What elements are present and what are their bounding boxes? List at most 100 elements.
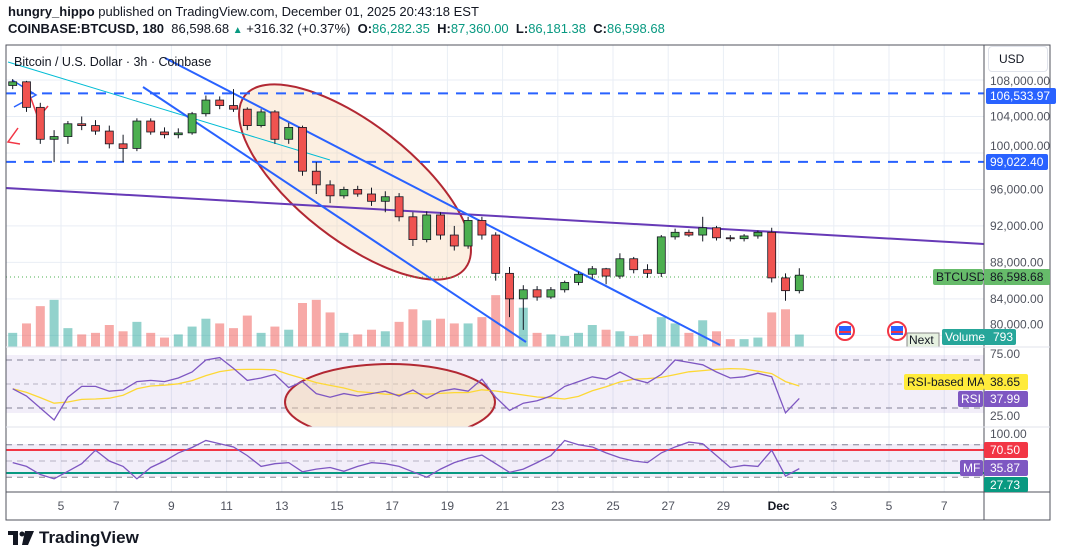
candle bbox=[35, 102, 45, 144]
mf-axis-top: 100.00 bbox=[990, 427, 1027, 441]
mf-overbought-value: 70.50 bbox=[990, 443, 1020, 457]
volume-bar bbox=[104, 325, 114, 347]
trendline-cyan[interactable] bbox=[7, 61, 331, 161]
candle bbox=[104, 125, 114, 149]
level-low-value: 99,022.40 bbox=[990, 155, 1044, 169]
candle-body bbox=[532, 289, 542, 298]
up-triangle-icon: ▲ bbox=[232, 25, 243, 36]
close-value: 86,598.68 bbox=[606, 21, 665, 36]
rsi-pane[interactable] bbox=[12, 356, 800, 440]
time-tick-label: 21 bbox=[496, 499, 510, 513]
price-change: +316.32 (+0.37%) bbox=[246, 21, 351, 36]
price-tick-label: 96,000.00 bbox=[990, 182, 1044, 196]
volume-bar bbox=[477, 317, 487, 347]
candle bbox=[353, 185, 363, 197]
triangle-pattern[interactable] bbox=[11, 79, 38, 108]
time-tick-label: 5 bbox=[58, 499, 65, 513]
candle bbox=[725, 235, 735, 242]
time-tick-label: 19 bbox=[441, 499, 455, 513]
volume-bar bbox=[311, 299, 321, 347]
candle bbox=[436, 212, 445, 240]
ohlc-bar: COINBASE:BTCUSD, 180 86,598.68 ▲ +316.32… bbox=[8, 21, 665, 36]
volume-bar bbox=[8, 332, 18, 347]
time-tick-label: 15 bbox=[330, 499, 344, 513]
price-tick-label: 92,000.00 bbox=[990, 219, 1044, 233]
open-label: O: bbox=[357, 21, 373, 36]
candle-series bbox=[8, 79, 804, 330]
candle-body bbox=[104, 130, 114, 145]
tradingview-logo[interactable]: TradingView bbox=[8, 528, 139, 548]
symbol-price-badge: BTCUSD 86,598.68 bbox=[933, 269, 1050, 285]
candle bbox=[173, 128, 183, 139]
price-tick-label: 80,000.00 bbox=[990, 317, 1044, 331]
mf-label: MF bbox=[963, 461, 980, 475]
candle-body bbox=[256, 111, 266, 126]
legend-title: Bitcoin / U.S. Dollar · 3h · Coinbase bbox=[14, 55, 211, 69]
volume-bar bbox=[256, 332, 266, 347]
candle bbox=[739, 234, 749, 242]
candle-body bbox=[767, 231, 777, 279]
channel-lower-line[interactable] bbox=[142, 86, 527, 343]
price-axis[interactable]: 108,000.00 104,000.00 100,000.00 96,000.00 9… bbox=[990, 74, 1050, 331]
candle bbox=[560, 280, 570, 293]
time-tick-label: 7 bbox=[941, 499, 948, 513]
candle-body bbox=[698, 227, 708, 236]
economic-event-flag-icon[interactable] bbox=[835, 321, 855, 341]
mf-pane[interactable] bbox=[6, 439, 984, 480]
candle bbox=[587, 266, 597, 279]
volume-bar bbox=[187, 326, 197, 347]
mf-oversold-badge: 27.73 bbox=[984, 477, 1028, 492]
time-tick-label: 5 bbox=[886, 499, 893, 513]
time-tick-label: 25 bbox=[606, 499, 620, 513]
candle-body bbox=[394, 196, 404, 218]
mf-overbought-badge: 70.50 bbox=[984, 442, 1028, 458]
volume-bar bbox=[463, 323, 473, 347]
candle bbox=[643, 264, 652, 278]
volume-bar bbox=[629, 336, 639, 347]
symbol: COINBASE:BTCUSD, 180 bbox=[8, 21, 165, 36]
candle-body bbox=[229, 105, 238, 110]
candle bbox=[794, 268, 804, 294]
brand-name: TradingView bbox=[39, 528, 139, 547]
candle bbox=[256, 109, 266, 128]
candle bbox=[629, 256, 639, 274]
rsi-highlight-ellipse[interactable] bbox=[284, 363, 496, 440]
high-value: 87,360.00 bbox=[450, 21, 509, 36]
volume-bar bbox=[91, 332, 100, 347]
time-axis[interactable]: 5 7 9 11 13 15 17 19 21 23 25 27 29 Dec 3 5 7 bbox=[58, 499, 948, 513]
candle bbox=[77, 116, 87, 131]
candle-body bbox=[132, 120, 142, 149]
author-name[interactable]: hungry_hippo bbox=[8, 4, 95, 19]
rsi-ma-label: RSI-based MA bbox=[907, 375, 985, 389]
candle bbox=[712, 225, 721, 241]
currency-button[interactable]: USD bbox=[988, 46, 1048, 72]
candle bbox=[118, 134, 128, 163]
candle bbox=[656, 235, 666, 277]
candle bbox=[532, 286, 542, 301]
candle bbox=[187, 111, 197, 135]
time-tick-label: 27 bbox=[662, 499, 676, 513]
candle-body bbox=[560, 282, 570, 291]
price-tick-label: 100,000.00 bbox=[990, 139, 1050, 153]
candle bbox=[615, 253, 625, 279]
horizontal-levels[interactable] bbox=[6, 92, 984, 163]
candle bbox=[339, 186, 349, 199]
red-arrow-drawing[interactable] bbox=[6, 127, 21, 145]
volume-bar bbox=[794, 334, 804, 347]
highlight-ellipse[interactable] bbox=[209, 50, 501, 314]
volume-bar bbox=[656, 317, 666, 347]
candle-body bbox=[574, 273, 583, 283]
candle bbox=[367, 187, 376, 206]
volume-bar bbox=[325, 312, 335, 347]
trendline-purple[interactable] bbox=[6, 187, 984, 245]
candle-body bbox=[449, 234, 459, 247]
candle bbox=[463, 216, 473, 249]
mf-oversold-value: 27.73 bbox=[990, 478, 1020, 492]
channel-upper-line[interactable] bbox=[164, 57, 721, 346]
volume-bar bbox=[767, 312, 777, 347]
economic-event-flag-icon[interactable] bbox=[887, 321, 907, 341]
candle-body bbox=[491, 234, 501, 274]
candle-body bbox=[8, 81, 18, 86]
level-high-value: 106,533.97 bbox=[990, 89, 1050, 103]
